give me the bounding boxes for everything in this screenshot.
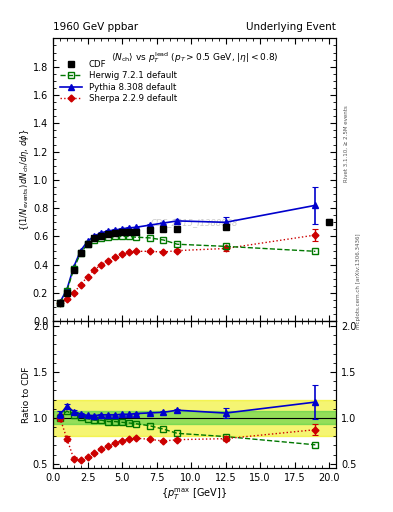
X-axis label: $\{p_T^\mathrm{max}\ [\mathrm{GeV}]\}$: $\{p_T^\mathrm{max}\ [\mathrm{GeV}]\}$: [162, 486, 228, 502]
Text: Underlying Event: Underlying Event: [246, 22, 336, 32]
Y-axis label: Ratio to CDF: Ratio to CDF: [22, 367, 31, 423]
Text: Rivet 3.1.10, ≥ 2.5M events: Rivet 3.1.10, ≥ 2.5M events: [344, 105, 349, 182]
Text: mcplots.cern.ch [arXiv:1306.3436]: mcplots.cern.ch [arXiv:1306.3436]: [356, 234, 361, 329]
Text: 1960 GeV ppbar: 1960 GeV ppbar: [53, 22, 138, 32]
Text: CDF_2015_I1388868: CDF_2015_I1388868: [151, 218, 238, 227]
Text: $\langle N_\mathrm{ch}\rangle$ vs $p_T^\mathrm{lead}$ ($p_T > 0.5$ GeV, $|\eta| : $\langle N_\mathrm{ch}\rangle$ vs $p_T^\…: [111, 50, 278, 65]
Y-axis label: $\{(1/N_\mathrm{events})\,dN_\mathrm{ch}/d\eta,\,d\phi\}$: $\{(1/N_\mathrm{events})\,dN_\mathrm{ch}…: [18, 129, 31, 231]
Legend: CDF, Herwig 7.2.1 default, Pythia 8.308 default, Sherpa 2.2.9 default: CDF, Herwig 7.2.1 default, Pythia 8.308 …: [60, 60, 177, 103]
